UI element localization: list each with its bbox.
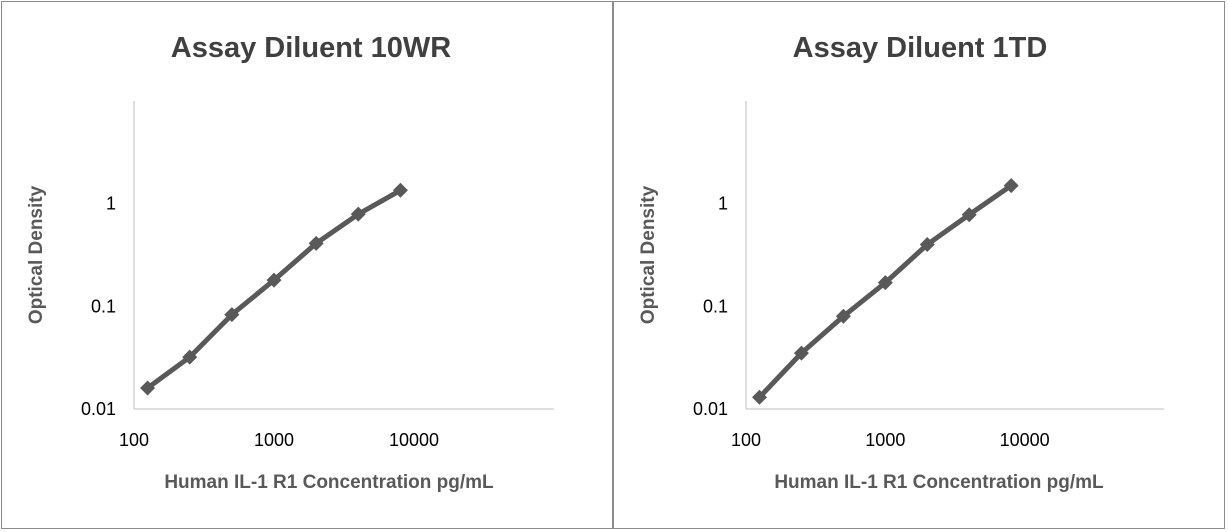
chart-title: Assay Diluent 1TD bbox=[793, 32, 1048, 64]
x-tick-label: 10000 bbox=[389, 430, 439, 450]
y-axis-title: Optical Density bbox=[638, 185, 659, 324]
data-point-marker bbox=[140, 380, 156, 396]
y-tick-label: 0.01 bbox=[81, 399, 116, 419]
y-axis-title: Optical Density bbox=[26, 185, 47, 324]
x-tick-label: 100 bbox=[119, 430, 149, 450]
data-point-marker bbox=[752, 389, 768, 405]
x-tick-label: 100 bbox=[731, 430, 761, 450]
data-point-marker bbox=[835, 308, 851, 324]
data-point-marker bbox=[266, 272, 282, 288]
plot-area: 0.01 0.1 1 100 1000 10000 bbox=[81, 101, 554, 450]
panel-divider bbox=[612, 1, 614, 529]
y-tick-label: 0.01 bbox=[693, 399, 728, 419]
data-point-marker bbox=[961, 207, 977, 223]
y-tick-label: 1 bbox=[106, 194, 116, 214]
data-point-marker bbox=[1003, 178, 1019, 194]
y-tick-label: 0.1 bbox=[91, 296, 116, 316]
data-point-marker bbox=[877, 275, 893, 291]
data-point-marker bbox=[224, 307, 240, 323]
data-point-marker bbox=[793, 345, 809, 361]
chart-panel-10wr: Assay Diluent 10WR 0.01 0.1 1 100 1000 10000 … bbox=[0, 0, 612, 532]
chart-svg-1td: Assay Diluent 1TD 0.01 0.1 1 100 1000 10000 H… bbox=[638, 32, 1164, 493]
y-tick-label: 0.1 bbox=[703, 296, 728, 316]
data-point-marker bbox=[392, 182, 408, 198]
data-point-marker bbox=[182, 349, 198, 365]
y-tick-label: 1 bbox=[718, 194, 728, 214]
x-tick-label: 1000 bbox=[254, 430, 294, 450]
x-axis-title: Human IL-1 R1 Concentration pg/mL bbox=[164, 472, 494, 493]
x-axis-title: Human IL-1 R1 Concentration pg/mL bbox=[774, 472, 1104, 493]
chart-panel-1td: Assay Diluent 1TD 0.01 0.1 1 100 1000 10000 H… bbox=[612, 0, 1228, 532]
plot-area: 0.01 0.1 1 100 1000 10000 bbox=[693, 101, 1164, 450]
x-tick-label: 10000 bbox=[1000, 430, 1050, 450]
chart-title: Assay Diluent 10WR bbox=[171, 32, 451, 64]
data-point-marker bbox=[308, 235, 324, 251]
x-tick-label: 1000 bbox=[865, 430, 905, 450]
data-point-marker bbox=[350, 206, 366, 222]
data-point-marker bbox=[919, 237, 935, 253]
